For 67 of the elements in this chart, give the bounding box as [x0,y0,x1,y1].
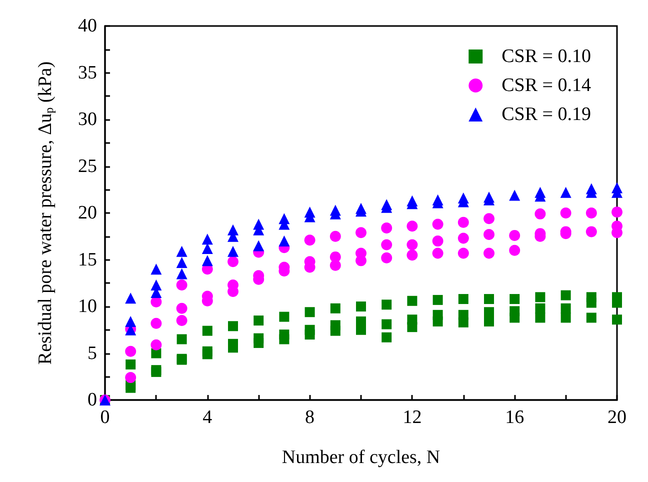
point [150,318,162,329]
point [330,260,341,271]
point [458,216,469,228]
y-axis-title: Residual pore water pressure, Δup (kPa) [35,61,56,365]
point [509,230,520,241]
point [202,234,213,245]
point [432,236,444,247]
y-tick-label: 35 [78,62,97,84]
point [534,208,546,220]
legend-label: CSR = 0.14 [502,75,592,96]
point [150,339,162,350]
point [176,268,188,280]
point [458,232,469,244]
point [381,252,392,264]
y-tick-label: 40 [78,16,97,36]
x-axis-title: Number of cycles, N [282,447,440,468]
point [176,246,188,257]
point [125,346,136,357]
point [228,256,238,268]
point [150,264,162,275]
legend-label: CSR = 0.10 [502,46,592,67]
point [228,246,238,257]
x-tick-label: 20 [608,407,626,428]
point [330,230,341,242]
point [612,206,622,218]
legend-label: CSR = 0.19 [502,104,592,125]
point [381,239,392,250]
point [458,248,469,259]
x-tick-label: 16 [505,407,524,428]
y-tick-label: 10 [78,296,97,317]
point [509,190,520,201]
point [484,248,494,259]
x-tick-label: 12 [402,407,422,428]
point [125,316,136,327]
point [406,250,418,261]
y-tick-label: 30 [78,109,97,130]
y-tick-label: 0 [88,390,97,410]
point [356,227,366,238]
y-tick-label: 25 [78,156,97,177]
point [176,257,188,268]
point [586,226,597,238]
y-tick-label: 5 [88,342,97,364]
point [278,236,290,247]
point [125,372,136,384]
point [484,229,494,240]
point [202,255,213,266]
point [432,248,444,259]
point [202,243,213,254]
point [176,302,188,314]
y-tick-label: 15 [78,249,97,270]
y-tick-label: 20 [78,202,97,224]
point [560,208,572,218]
point [304,234,316,246]
x-tick-label: 4 [202,407,213,428]
point [484,213,494,224]
x-tick-label: 8 [305,407,315,428]
point [509,244,520,256]
point [406,220,418,232]
point [176,315,188,326]
point [176,280,188,290]
point [560,186,572,198]
point [125,292,136,304]
point [406,239,418,250]
point [381,222,392,234]
point [253,240,264,252]
point [586,208,597,218]
point [432,218,444,230]
